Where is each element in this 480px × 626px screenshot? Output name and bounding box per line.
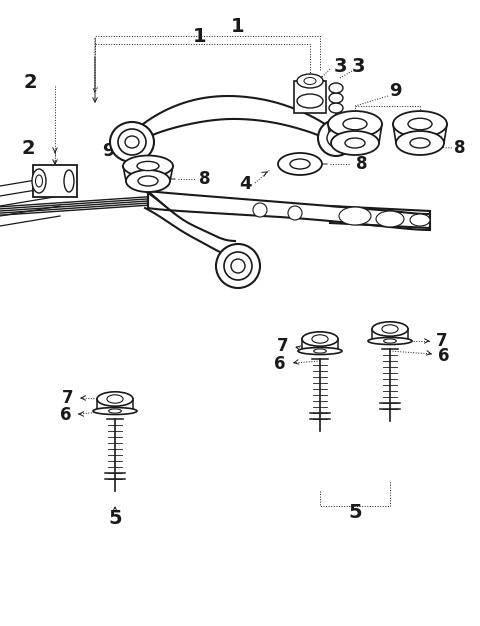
Ellipse shape bbox=[123, 155, 173, 177]
Ellipse shape bbox=[110, 122, 154, 162]
Ellipse shape bbox=[410, 138, 430, 148]
Ellipse shape bbox=[125, 136, 139, 148]
Ellipse shape bbox=[107, 395, 123, 403]
Circle shape bbox=[318, 120, 354, 156]
Circle shape bbox=[231, 259, 245, 273]
Text: 6: 6 bbox=[274, 355, 286, 373]
Bar bbox=[33, 165, 77, 197]
Circle shape bbox=[216, 244, 260, 288]
Ellipse shape bbox=[118, 129, 146, 155]
Ellipse shape bbox=[410, 214, 430, 226]
Ellipse shape bbox=[126, 170, 170, 192]
Text: 8: 8 bbox=[356, 155, 368, 173]
Ellipse shape bbox=[36, 175, 43, 187]
Text: 3: 3 bbox=[333, 56, 347, 76]
Ellipse shape bbox=[345, 138, 365, 148]
Ellipse shape bbox=[339, 207, 371, 225]
Text: 8: 8 bbox=[199, 170, 211, 188]
Text: 9: 9 bbox=[389, 82, 401, 100]
Ellipse shape bbox=[328, 111, 382, 137]
Ellipse shape bbox=[93, 408, 137, 414]
Text: 1: 1 bbox=[193, 26, 207, 46]
Circle shape bbox=[224, 252, 252, 280]
Ellipse shape bbox=[137, 162, 159, 171]
Text: 6: 6 bbox=[60, 406, 72, 424]
Circle shape bbox=[327, 129, 345, 147]
Text: 1: 1 bbox=[231, 16, 245, 36]
Text: 5: 5 bbox=[108, 508, 122, 528]
Ellipse shape bbox=[331, 131, 379, 155]
Bar bbox=[294, 81, 326, 113]
Ellipse shape bbox=[64, 170, 74, 192]
Text: 7: 7 bbox=[62, 389, 74, 407]
Ellipse shape bbox=[393, 111, 447, 137]
Circle shape bbox=[288, 206, 302, 220]
Text: 4: 4 bbox=[239, 175, 251, 193]
Ellipse shape bbox=[343, 118, 367, 130]
Ellipse shape bbox=[97, 392, 133, 406]
Ellipse shape bbox=[297, 74, 323, 88]
Text: 2: 2 bbox=[21, 138, 35, 158]
Ellipse shape bbox=[329, 83, 343, 93]
Ellipse shape bbox=[329, 103, 343, 113]
Ellipse shape bbox=[384, 339, 396, 343]
Ellipse shape bbox=[314, 349, 326, 353]
Text: 8: 8 bbox=[454, 139, 466, 157]
Ellipse shape bbox=[32, 169, 46, 193]
Ellipse shape bbox=[304, 78, 316, 85]
Ellipse shape bbox=[278, 153, 322, 175]
Ellipse shape bbox=[382, 325, 398, 333]
Ellipse shape bbox=[138, 176, 158, 186]
Ellipse shape bbox=[376, 211, 404, 227]
Text: 5: 5 bbox=[348, 503, 362, 523]
Circle shape bbox=[253, 203, 267, 217]
Ellipse shape bbox=[408, 118, 432, 130]
Text: 9: 9 bbox=[102, 142, 114, 160]
Ellipse shape bbox=[368, 337, 412, 344]
Ellipse shape bbox=[372, 322, 408, 336]
Ellipse shape bbox=[290, 159, 310, 169]
Text: 7: 7 bbox=[436, 332, 448, 350]
Ellipse shape bbox=[297, 94, 323, 108]
Ellipse shape bbox=[298, 347, 342, 354]
Ellipse shape bbox=[312, 335, 328, 343]
Ellipse shape bbox=[302, 332, 338, 346]
Text: 2: 2 bbox=[23, 73, 37, 93]
Text: 3: 3 bbox=[351, 56, 365, 76]
Ellipse shape bbox=[329, 93, 343, 103]
Ellipse shape bbox=[396, 131, 444, 155]
Text: 6: 6 bbox=[438, 347, 450, 365]
Ellipse shape bbox=[108, 409, 121, 413]
Text: 7: 7 bbox=[277, 337, 289, 355]
